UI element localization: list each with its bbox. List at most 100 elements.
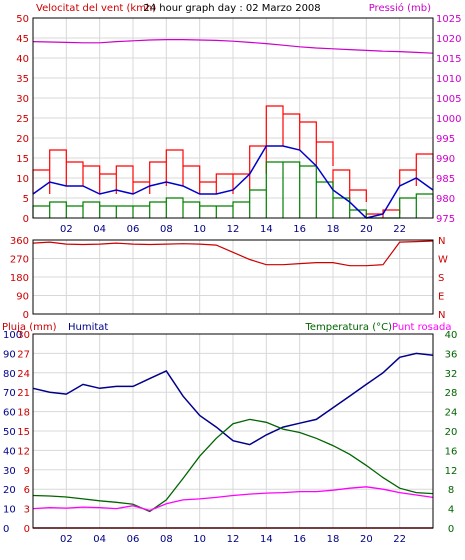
pressure-series [32,39,434,54]
humidity-tick-label: 100 [3,330,22,341]
x-tick-label: 22 [393,534,406,545]
humidity-tick-label: 70 [3,388,16,399]
temperature-axis-title: Temperatura (°C) [304,322,392,333]
temp-tick-label: 0 [448,524,454,535]
temp-tick-label: 40 [445,330,458,341]
x-tick-label: 20 [360,224,373,235]
humidity-tick-label: 90 [3,349,16,360]
x-tick-label: 20 [360,534,373,545]
x-tick-label: 12 [227,534,240,545]
pressure-tick-label: 1010 [436,74,461,85]
direction-tick-label: 0 [23,310,29,321]
temp-tick-label: 32 [445,369,458,380]
panel-humidity-frame [32,333,434,529]
humidity-tick-label: 10 [3,505,16,516]
x-tick-label: 08 [160,534,173,545]
humidity-tick-label: 0 [3,524,9,535]
temp-tick-label: 4 [448,505,454,516]
wind-tick-label: 50 [16,14,29,25]
pressure-tick-label: 975 [436,214,455,225]
wind-tick-label: 35 [16,74,29,85]
humidity-tick-label: 60 [3,408,16,419]
rain-tick-label: 21 [17,388,30,399]
temp-tick-label: 8 [448,485,454,496]
temp-tick-label: 16 [445,446,458,457]
humidity-tick-label: 20 [3,485,16,496]
temp-tick-label: 24 [445,408,458,419]
pressure-tick-label: 980 [436,194,455,205]
x-tick-label: 22 [393,224,406,235]
wind-tick-label: 5 [23,194,29,205]
rain-tick-label: 18 [17,408,30,419]
x-tick-label: 16 [293,224,306,235]
x-tick-label: 02 [60,534,73,545]
rain-tick-label: 15 [17,427,30,438]
x-tick-label: 04 [93,534,106,545]
pressure-tick-label: 1020 [436,34,461,45]
compass-tick-label: N [438,310,445,321]
panel-wind-frame [32,17,434,219]
x-tick-label: 14 [260,224,273,235]
pressure-tick-label: 1005 [436,94,461,105]
x-tick-label: 10 [193,224,206,235]
graph-title: 24 hour graph day : 02 Marzo 2008 [143,3,320,14]
wind-tick-label: 20 [16,134,29,145]
x-tick-label: 06 [127,224,140,235]
pressure-tick-label: 1000 [436,114,461,125]
x-tick-label: 02 [60,224,73,235]
humidity-tick-label: 30 [3,466,16,477]
compass-tick-label: S [438,273,444,284]
rain-tick-label: 24 [17,369,30,380]
wind-tick-label: 25 [16,114,29,125]
rain-tick-label: 6 [24,485,30,496]
temperature-series [32,418,434,513]
compass-tick-label: E [438,292,444,303]
humidity-tick-label: 40 [3,446,16,457]
direction-tick-label: 180 [10,273,29,284]
x-tick-label: 12 [227,224,240,235]
temp-tick-label: 36 [445,349,458,360]
humidity-tick-label: 80 [3,369,16,380]
compass-tick-label: N [438,236,445,247]
wind-tick-label: 40 [16,54,29,65]
rain-tick-label: 12 [17,446,30,457]
compass-tick-label: W [438,255,448,266]
pressure-axis-title: Pressió (mb) [369,2,431,14]
x-tick-label: 04 [93,224,106,235]
pressure-tick-label: 1015 [436,54,461,65]
x-tick-label: 18 [327,534,340,545]
direction-tick-label: 90 [16,292,29,303]
rain-tick-label: 27 [17,349,30,360]
panel-direction-frame [32,239,434,315]
wind-tick-label: 15 [16,154,29,165]
wind-gust-series [32,105,434,218]
rain-tick-label: 30 [17,330,30,341]
pressure-tick-label: 1025 [436,14,461,25]
wind-axis-title: Velocitat del vent (kmh) [36,3,156,14]
temp-tick-label: 28 [445,388,458,399]
x-tick-label: 16 [293,534,306,545]
wind-tick-label: 10 [16,174,29,185]
humidity-tick-label: 50 [3,427,16,438]
rain-tick-label: 3 [24,505,30,516]
x-tick-label: 18 [327,224,340,235]
wind-direction-series [32,240,434,267]
pressure-tick-label: 995 [436,134,455,145]
dewpoint-series [32,486,434,512]
wind-tick-label: 30 [16,94,29,105]
temp-tick-label: 20 [445,427,458,438]
rain-tick-label: 9 [24,466,30,477]
pressure-tick-label: 990 [436,154,455,165]
direction-tick-label: 270 [10,255,29,266]
rain-tick-label: 0 [24,524,30,535]
rain-axis-title: Pluja (mm) [2,322,57,333]
x-tick-label: 14 [260,534,273,545]
temp-tick-label: 12 [445,466,458,477]
humidity-series [32,352,434,446]
direction-tick-label: 360 [10,236,29,247]
x-tick-label: 10 [193,534,206,545]
x-tick-label: 08 [160,224,173,235]
wind-tick-label: 0 [23,214,29,225]
